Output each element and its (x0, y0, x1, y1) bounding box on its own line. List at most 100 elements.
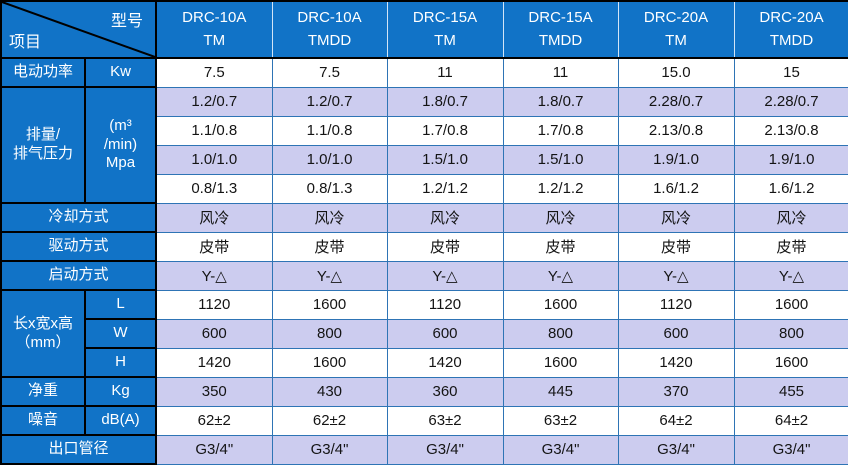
value-cell: 1.2/1.2 (503, 174, 618, 203)
value-cell: 0.8/1.3 (156, 174, 272, 203)
value-cell: 风冷 (734, 203, 848, 232)
value-cell: 2.13/0.8 (734, 116, 848, 145)
value-cell: 600 (156, 319, 272, 348)
value-cell: 1600 (503, 290, 618, 319)
value-cell: 2.28/0.7 (734, 87, 848, 116)
value-cell: Y-△ (156, 261, 272, 290)
model-name: DRC-10A (273, 7, 387, 30)
model-variant: TM (619, 30, 734, 53)
value-cell: G3/4" (618, 435, 734, 464)
model-variant: TMDD (504, 30, 618, 53)
value-cell: 皮带 (618, 232, 734, 261)
row-unit-motor-power: Kw (85, 58, 156, 87)
value-cell: Y-△ (387, 261, 503, 290)
value-cell: 1.2/0.7 (272, 87, 387, 116)
table-row: 冷却方式风冷风冷风冷风冷风冷风冷 (1, 203, 848, 232)
value-cell: 15.0 (618, 58, 734, 87)
value-cell: 1120 (618, 290, 734, 319)
value-cell: 800 (272, 319, 387, 348)
row-unit-displacement: (m³ /min) Mpa (85, 87, 156, 203)
value-cell: 62±2 (272, 406, 387, 435)
value-cell: 63±2 (387, 406, 503, 435)
model-variant: TMDD (273, 30, 387, 53)
value-cell: 1120 (387, 290, 503, 319)
value-cell: 370 (618, 377, 734, 406)
value-cell: G3/4" (272, 435, 387, 464)
corner-item-label: 项目 (9, 28, 41, 52)
value-cell: Y-△ (618, 261, 734, 290)
value-cell: 2.13/0.8 (618, 116, 734, 145)
value-cell: 1600 (272, 290, 387, 319)
value-cell: 455 (734, 377, 848, 406)
value-cell: 1.8/0.7 (503, 87, 618, 116)
value-cell: 1.5/1.0 (503, 145, 618, 174)
row-label-start-method: 启动方式 (1, 261, 156, 290)
value-cell: G3/4" (387, 435, 503, 464)
value-cell: Y-△ (272, 261, 387, 290)
table-row: 驱动方式皮带皮带皮带皮带皮带皮带 (1, 232, 848, 261)
value-cell: 11 (503, 58, 618, 87)
model-name: DRC-15A (504, 7, 618, 30)
value-cell: 800 (734, 319, 848, 348)
row-unit-dimensions-0: L (85, 290, 156, 319)
value-cell: 风冷 (272, 203, 387, 232)
value-cell: 1.0/1.0 (272, 145, 387, 174)
model-name: DRC-10A (157, 7, 272, 30)
value-cell: 600 (387, 319, 503, 348)
corner-model-label: 型号 (111, 7, 143, 31)
model-name: DRC-20A (619, 7, 734, 30)
value-cell: 62±2 (156, 406, 272, 435)
row-label-motor-power: 电动功率 (1, 58, 85, 87)
value-cell: 1.2/1.2 (387, 174, 503, 203)
value-cell: 1.7/0.8 (503, 116, 618, 145)
model-name: DRC-20A (735, 7, 848, 30)
model-name: DRC-15A (388, 7, 503, 30)
value-cell: 7.5 (156, 58, 272, 87)
row-unit-noise: dB(A) (85, 406, 156, 435)
value-cell: 1420 (618, 348, 734, 377)
value-cell: G3/4" (503, 435, 618, 464)
value-cell: 600 (618, 319, 734, 348)
value-cell: 1.2/0.7 (156, 87, 272, 116)
value-cell: 1.9/1.0 (618, 145, 734, 174)
value-cell: 1.5/1.0 (387, 145, 503, 174)
value-cell: 1.0/1.0 (156, 145, 272, 174)
value-cell: 皮带 (734, 232, 848, 261)
row-label-drive-method: 驱动方式 (1, 232, 156, 261)
value-cell: 1420 (156, 348, 272, 377)
row-unit-dimensions-1: W (85, 319, 156, 348)
value-cell: 风冷 (156, 203, 272, 232)
value-cell: Y-△ (734, 261, 848, 290)
value-cell: 445 (503, 377, 618, 406)
value-cell: 1600 (272, 348, 387, 377)
value-cell: 11 (387, 58, 503, 87)
value-cell: 1.7/0.8 (387, 116, 503, 145)
corner-cell: 型号 项目 (1, 1, 156, 58)
value-cell: 350 (156, 377, 272, 406)
value-cell: 1120 (156, 290, 272, 319)
value-cell: 皮带 (272, 232, 387, 261)
value-cell: 1600 (734, 348, 848, 377)
value-cell: 1.1/0.8 (156, 116, 272, 145)
value-cell: 1.6/1.2 (618, 174, 734, 203)
value-cell: 风冷 (503, 203, 618, 232)
value-cell: 1600 (503, 348, 618, 377)
row-label-net-weight: 净重 (1, 377, 85, 406)
value-cell: 皮带 (156, 232, 272, 261)
value-cell: 360 (387, 377, 503, 406)
row-label-dimensions: 长x宽x高 （mm） (1, 290, 85, 377)
model-variant: TMDD (735, 30, 848, 53)
